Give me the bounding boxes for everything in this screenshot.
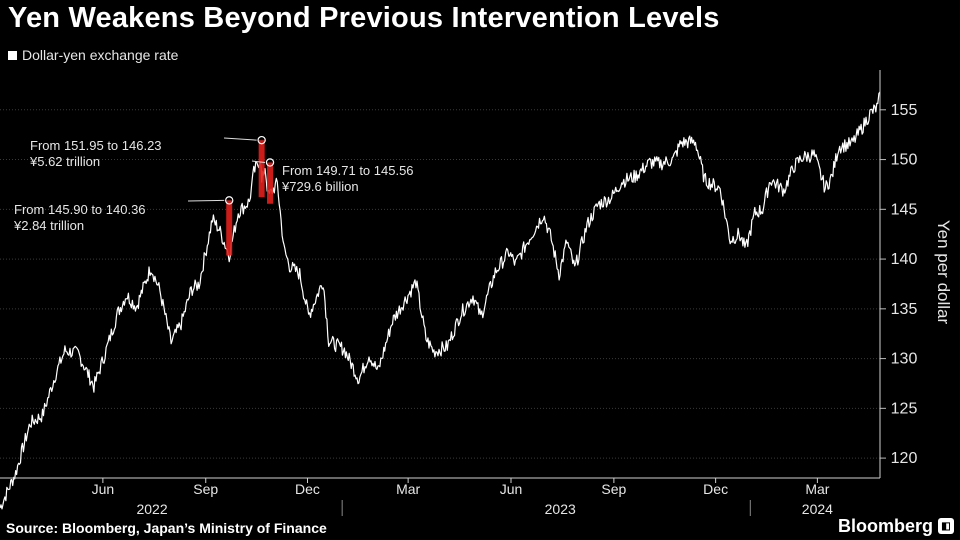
annotation-text: From 151.95 to 146.23 ¥5.62 trillion — [29, 138, 162, 169]
y-tick-label: 130 — [891, 351, 918, 368]
intervention-marker — [257, 135, 266, 145]
x-tick-label: Sep — [601, 481, 626, 497]
x-tick-label: Dec — [295, 481, 320, 497]
x-tick-label: Jun — [500, 481, 523, 497]
y-tick-label: 125 — [891, 400, 918, 417]
intervention-group: From 145.90 to 140.36 ¥2.84 trillionFrom … — [13, 135, 414, 256]
intervention-bar — [258, 140, 265, 198]
bloomberg-logo: Bloomberg — [838, 516, 934, 536]
annotation-line: ¥729.6 billion — [281, 179, 359, 194]
year-label: 2022 — [136, 501, 167, 517]
intervention-marker — [265, 158, 275, 167]
source-note: Source: Bloomberg, Japan’s Ministry of F… — [6, 520, 327, 536]
intervention-marker — [225, 196, 234, 205]
y-tick-label: 140 — [891, 251, 918, 268]
annotation-line: ¥5.62 trillion — [29, 154, 100, 169]
annotation-line: ¥2.84 trillion — [13, 218, 84, 233]
annotation-text: From 149.71 to 145.56 ¥729.6 billion — [281, 163, 414, 194]
y-tick-label: 145 — [891, 201, 918, 218]
annotation-line: From 151.95 to 146.23 — [30, 138, 162, 153]
y-tick-label: 120 — [891, 450, 918, 467]
intervention-bar — [226, 200, 233, 256]
bloomberg-chart-icon: ◧ — [938, 518, 954, 534]
chart-title: Yen Weakens Beyond Previous Intervention… — [8, 2, 720, 34]
annotation-leader — [223, 137, 257, 141]
annotation-line: From 145.90 to 140.36 — [14, 202, 146, 217]
dollar-yen-line — [0, 91, 881, 510]
legend: Dollar-yen exchange rate — [8, 47, 178, 63]
x-tick-label: Dec — [703, 481, 728, 497]
annotation-leader — [187, 199, 225, 202]
gridlines — [0, 109, 880, 459]
legend-swatch — [8, 50, 17, 60]
intervention-bar — [267, 162, 274, 204]
annotation-leader — [251, 160, 266, 163]
x-tick-label: Sep — [193, 481, 218, 497]
x-tick-label: Mar — [396, 481, 420, 497]
y-axis-label: Yen per dollar — [934, 220, 953, 325]
year-label: 2023 — [545, 501, 576, 517]
annotation-line: From 149.71 to 145.56 — [282, 163, 414, 178]
series-line-group — [0, 91, 881, 510]
y-tick-label: 155 — [891, 102, 918, 119]
y-tick-label: 150 — [891, 152, 918, 169]
axes: 120 125 130 135 140 145 150 155 Yen per dollar Ju… — [0, 70, 953, 517]
x-tick-label: Jun — [92, 481, 115, 497]
y-tick-label: 135 — [891, 301, 918, 318]
annotation-text: From 145.90 to 140.36 ¥2.84 trillion — [13, 202, 146, 233]
x-tick-label: Mar — [805, 481, 829, 497]
legend-label: Dollar-yen exchange rate — [22, 47, 179, 63]
year-label: 2024 — [802, 501, 833, 517]
